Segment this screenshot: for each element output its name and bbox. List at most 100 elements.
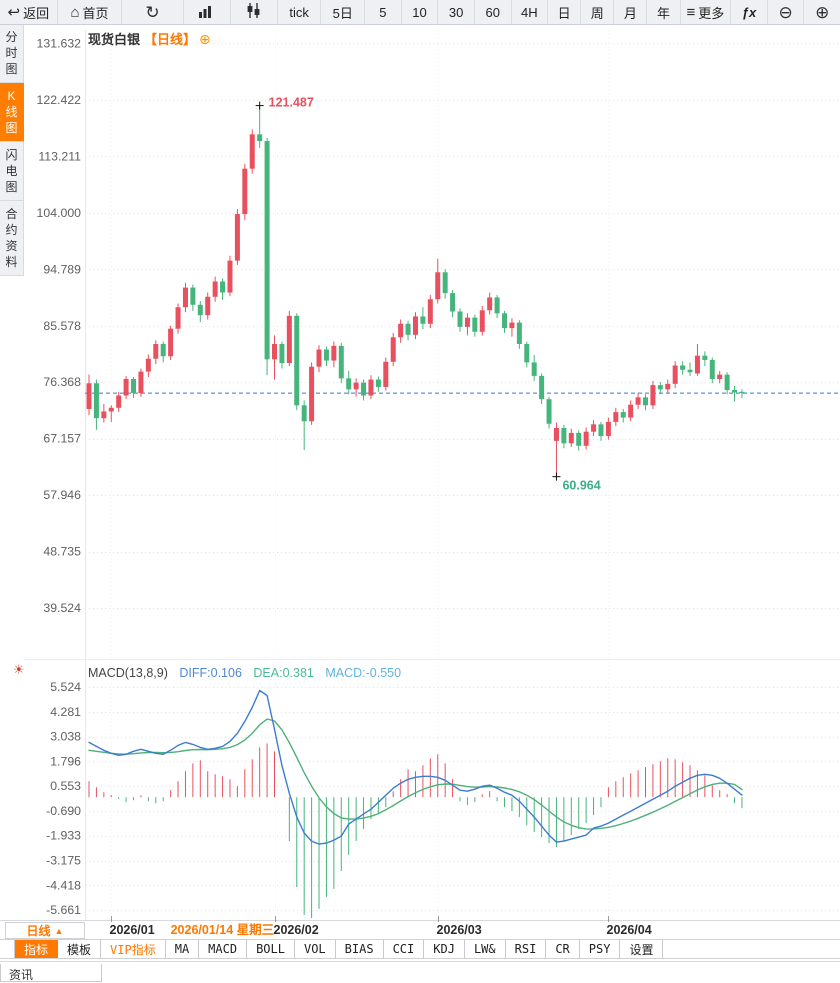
- news-tab[interactable]: 资讯: [0, 964, 102, 982]
- macd-chart[interactable]: [88, 689, 743, 919]
- period-year-button[interactable]: 年: [647, 0, 681, 24]
- zoom-out-icon: ⊖: [778, 2, 793, 22]
- sidebar-tab-lightning-chart[interactable]: 闪电图: [0, 142, 24, 201]
- fx-icon: ƒx: [741, 4, 757, 20]
- svg-text:85.578: 85.578: [43, 319, 81, 333]
- macd-diff-value: DIFF:0.106: [179, 666, 242, 680]
- period-60m-button[interactable]: 60: [475, 0, 512, 24]
- svg-text:2026/01: 2026/01: [110, 923, 155, 937]
- period-5m-button[interactable]: 5: [365, 0, 402, 24]
- zoom-out-button[interactable]: ⊖: [768, 0, 805, 24]
- candle-chart-mode-button[interactable]: [231, 0, 278, 24]
- period-4h-button[interactable]: 4H: [512, 0, 549, 24]
- period-week-label: 周: [590, 5, 604, 21]
- indicator-tab-rsi[interactable]: RSI: [506, 940, 547, 958]
- svg-text:3.038: 3.038: [50, 730, 81, 744]
- indicator-tab-boll[interactable]: BOLL: [247, 940, 295, 958]
- svg-text:57.946: 57.946: [43, 488, 81, 502]
- add-indicator-icon[interactable]: ⊕: [199, 31, 211, 47]
- back-button[interactable]: ↩ 返回: [0, 0, 58, 24]
- period-year-label: 年: [656, 5, 670, 21]
- indicator-tab-bias[interactable]: BIAS: [336, 940, 384, 958]
- period-selector[interactable]: 日线 ▲: [5, 922, 85, 939]
- period-30m-button[interactable]: 30: [438, 0, 475, 24]
- home-button[interactable]: ⌂ 首页: [58, 0, 123, 24]
- indicator-tab-kdj[interactable]: KDJ: [424, 940, 465, 958]
- indicator-tab-vip-indicator[interactable]: VIP指标: [101, 940, 166, 958]
- svg-text:131.632: 131.632: [37, 36, 82, 50]
- svg-text:76.368: 76.368: [43, 375, 81, 389]
- svg-text:122.422: 122.422: [37, 93, 82, 107]
- period-selector-label: 日线: [26, 924, 51, 938]
- period-month-label: 月: [623, 5, 637, 21]
- svg-text:4.281: 4.281: [50, 705, 81, 719]
- svg-text:48.735: 48.735: [43, 545, 81, 559]
- indicator-settings-icon[interactable]: ☀: [13, 662, 25, 677]
- period-30m-label: 30: [448, 4, 464, 20]
- bar-chart-mode-button[interactable]: [184, 0, 231, 24]
- candlestick-icon: [246, 3, 262, 21]
- period-day-button[interactable]: 日: [548, 0, 582, 24]
- back-label: 返回: [23, 5, 50, 21]
- macd-dea-value: DEA:0.381: [253, 666, 314, 680]
- svg-text:39.524: 39.524: [43, 601, 81, 615]
- annotations: 121.487 60.964: [255, 96, 601, 493]
- svg-text:2026/02: 2026/02: [274, 923, 319, 937]
- zoom-in-button[interactable]: ⊕: [804, 0, 840, 24]
- home-icon: ⌂: [70, 3, 80, 21]
- indicator-tab-cr[interactable]: CR: [546, 940, 580, 958]
- news-bar: 资讯: [0, 961, 840, 982]
- period-10m-button[interactable]: 10: [402, 0, 439, 24]
- more-label: 更多: [698, 5, 725, 21]
- grid-layer: [0, 30, 840, 922]
- axis-labels: 2026/01 2026/02 2026/03 2026/04 2026/01/14 星…: [37, 36, 652, 937]
- svg-text:104.000: 104.000: [37, 206, 82, 220]
- macd-macd-value: MACD:-0.550: [325, 666, 402, 680]
- indicator-tab-vol[interactable]: VOL: [295, 940, 336, 958]
- svg-text:5.524: 5.524: [50, 680, 81, 694]
- indicator-tab-lw[interactable]: LW&: [465, 940, 506, 958]
- period-5d-label: 5日: [332, 5, 353, 21]
- period-week-button[interactable]: 周: [581, 0, 615, 24]
- zoom-in-icon: ⊕: [815, 2, 830, 22]
- period-10m-label: 10: [412, 4, 427, 20]
- sidebar-tab-minute-chart[interactable]: 分时图: [0, 24, 24, 83]
- period-tick-button[interactable]: tick: [278, 0, 322, 24]
- period-month-button[interactable]: 月: [614, 0, 648, 24]
- svg-text:-3.175: -3.175: [46, 854, 81, 868]
- chart-title: 现货白银 【日线】 ⊕: [88, 29, 211, 48]
- indicator-tab-psy[interactable]: PSY: [580, 940, 621, 958]
- indicator-tab-cci[interactable]: CCI: [384, 940, 425, 958]
- news-tab-label: 资讯: [9, 968, 34, 982]
- refresh-icon: ↻: [145, 2, 160, 22]
- symbol-name: 现货白银: [88, 32, 141, 47]
- svg-text:67.157: 67.157: [43, 432, 81, 446]
- refresh-button[interactable]: ↻: [122, 0, 184, 24]
- back-arrow-icon: ↩: [7, 3, 21, 21]
- indicator-tabbar: 指标 模板 VIP指标 MA MACD BOLL VOL BIAS CCI KDJ LW& RSI CR…: [0, 939, 840, 959]
- bar-chart-icon: [198, 4, 215, 21]
- menu-icon: ≡: [686, 3, 696, 21]
- indicator-tab-settings[interactable]: 设置: [620, 940, 664, 958]
- period-tag: 【日线】: [144, 32, 197, 47]
- svg-text:2026/04: 2026/04: [607, 923, 652, 937]
- indicator-tab-template[interactable]: 模板: [58, 940, 102, 958]
- indicator-tab-macd[interactable]: MACD: [199, 940, 248, 958]
- price-chart[interactable]: [85, 105, 839, 477]
- svg-text:2026/01/14 星期三: 2026/01/14 星期三: [171, 922, 275, 937]
- svg-text:1.796: 1.796: [50, 754, 81, 768]
- period-60m-label: 60: [485, 4, 500, 20]
- svg-text:94.789: 94.789: [43, 262, 81, 276]
- svg-text:60.964: 60.964: [562, 479, 600, 493]
- period-5d-button[interactable]: 5日: [321, 0, 366, 24]
- svg-text:121.487: 121.487: [269, 96, 314, 110]
- more-button[interactable]: ≡ 更多: [681, 0, 732, 24]
- indicator-tab-indicator[interactable]: 指标: [14, 940, 59, 958]
- indicator-formula-button[interactable]: ƒx: [731, 0, 768, 24]
- sidebar-tab-contract-info[interactable]: 合约资料: [0, 201, 24, 276]
- indicator-tab-ma[interactable]: MA: [166, 940, 200, 958]
- svg-text:113.211: 113.211: [38, 149, 81, 163]
